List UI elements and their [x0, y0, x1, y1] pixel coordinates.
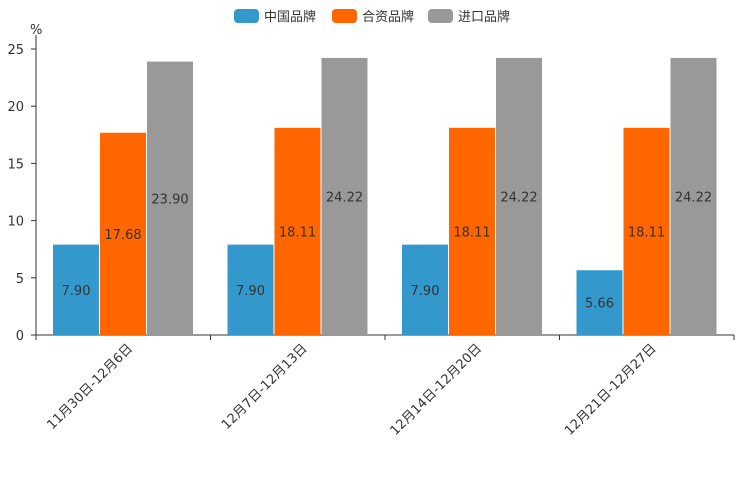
y-axis-unit-label: %	[30, 23, 42, 38]
bar	[402, 244, 448, 335]
bar	[53, 244, 99, 335]
legend-item[interactable]: 中国品牌	[234, 9, 316, 25]
legend-swatch	[234, 9, 259, 23]
bar	[274, 127, 321, 336]
bar	[623, 127, 670, 336]
legend-item[interactable]: 合资品牌	[332, 9, 414, 25]
data-label: 7.90	[411, 284, 440, 299]
x-tick-label: 11月30日-12月6日	[44, 341, 136, 433]
bar	[100, 132, 146, 335]
data-labels: 7.90 17.68 23.90 7.90 18.11 24.22 7.90 18.11 24.…	[62, 190, 713, 311]
data-label: 17.68	[104, 228, 141, 243]
bar	[496, 57, 542, 336]
legend-swatch	[332, 9, 357, 23]
data-label: 7.90	[62, 284, 91, 299]
y-tick-label: 5	[16, 272, 24, 287]
legend-item[interactable]: 进口品牌	[428, 9, 510, 25]
bar	[670, 57, 717, 336]
bar	[321, 57, 368, 336]
legend: 中国品牌 合资品牌 进口品牌	[234, 9, 510, 25]
bar	[147, 61, 193, 336]
bar	[227, 244, 274, 335]
data-label: 24.22	[500, 190, 537, 205]
data-label: 24.22	[326, 190, 363, 205]
bar	[449, 127, 495, 336]
bars	[53, 57, 717, 336]
data-label: 18.11	[279, 225, 316, 240]
data-label: 18.11	[628, 225, 665, 240]
data-label: 7.90	[236, 284, 265, 299]
y-tick-label: 15	[7, 157, 24, 172]
x-tick-label: 12月14日-12月20日	[388, 341, 485, 438]
bar	[576, 270, 623, 335]
y-tick-label: 0	[16, 329, 24, 344]
y-tick-label: 10	[7, 215, 24, 230]
legend-label: 中国品牌	[264, 9, 316, 25]
legend-label: 合资品牌	[362, 9, 414, 25]
data-label: 18.11	[453, 225, 490, 240]
legend-swatch	[428, 9, 453, 23]
data-label: 5.66	[585, 297, 614, 312]
y-tick-label: 25	[7, 43, 24, 58]
x-tick-label: 12月21日-12月27日	[562, 341, 659, 438]
y-tick-label: 20	[7, 100, 24, 115]
data-label: 23.90	[151, 192, 188, 207]
x-tick-label: 12月7日-12月13日	[219, 341, 311, 433]
legend-label: 进口品牌	[458, 9, 510, 25]
data-label: 24.22	[675, 190, 712, 205]
